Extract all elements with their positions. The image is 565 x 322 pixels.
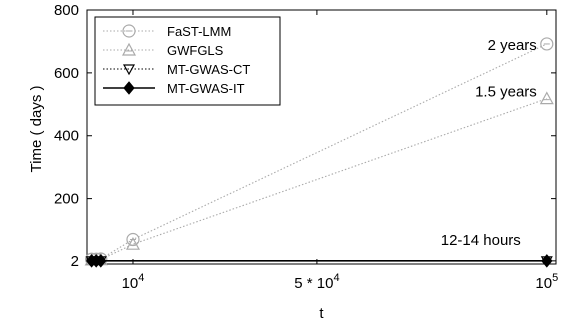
legend-label-mt-gwas-ct: MT-GWAS-CT xyxy=(167,62,250,77)
y-tick-label-1: 200 xyxy=(54,191,79,208)
y-tick-label-4: 800 xyxy=(54,2,79,19)
legend-label-gwfgls: GWFGLS xyxy=(167,43,224,58)
x-axis-label: t xyxy=(319,305,324,322)
annotation-layer: 2 years 1.5 years 12-14 hours xyxy=(441,37,537,249)
legend-entry-mt-gwas-ct: MT-GWAS-CT xyxy=(103,62,250,77)
point-gwfgls-4 xyxy=(539,91,554,105)
series-mt-gwas-it xyxy=(85,254,553,268)
x-tick-label-2: 105 xyxy=(535,272,558,292)
y-axis-label: Time ( days ) xyxy=(28,86,45,173)
annotation-0: 2 years xyxy=(488,37,537,54)
point-fast-lmm-4 xyxy=(540,37,554,51)
legend-label-fast-lmm: FaST-LMM xyxy=(167,24,231,39)
legend-entry-mt-gwas-it: MT-GWAS-IT xyxy=(103,81,245,96)
series-layer xyxy=(84,37,554,268)
plot-area xyxy=(86,9,557,265)
y-tick-label-0: 2 xyxy=(71,253,79,270)
point-mt-gwas-it-2 xyxy=(95,254,107,268)
y-tick-label-3: 600 xyxy=(54,65,79,82)
legend-marker-gwfgls xyxy=(121,42,137,56)
annotation-1: 1.5 years xyxy=(475,84,537,101)
legend: FaST-LMM GWFGLS MT-GWAS-CT MT-GWAS-IT xyxy=(94,16,281,106)
y-tick-label-2: 400 xyxy=(54,128,79,145)
legend-marker-mt-gwas-ct xyxy=(122,64,136,76)
legend-entry-gwfgls: GWFGLS xyxy=(103,42,224,58)
x-tick-label-1: 5 * 104 xyxy=(294,272,339,292)
legend-marker-mt-gwas-it xyxy=(123,81,135,95)
point-gwfgls-3 xyxy=(125,236,140,250)
x-tick-label-0: 104 xyxy=(122,272,145,292)
legend-label-mt-gwas-it: MT-GWAS-IT xyxy=(167,81,245,96)
legend-entry-fast-lmm: FaST-LMM xyxy=(103,24,231,39)
legend-marker-fast-lmm xyxy=(122,24,136,38)
axes-layer: 2 200 400 600 800 104 5 * 104 105 t Time ( days ) xyxy=(28,2,558,322)
annotation-2: 12-14 hours xyxy=(441,232,521,249)
plot-frame xyxy=(86,9,557,265)
